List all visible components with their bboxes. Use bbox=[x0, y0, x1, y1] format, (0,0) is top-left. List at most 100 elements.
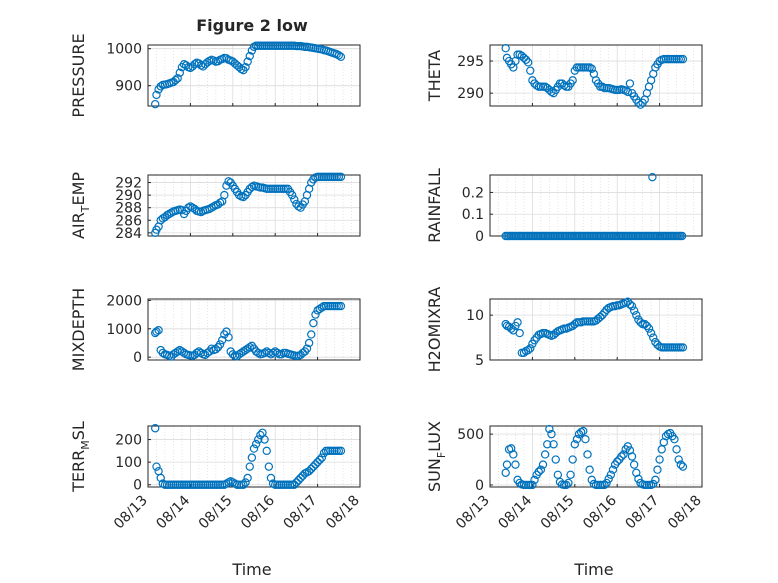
data-point-terr-msl bbox=[254, 435, 263, 444]
data-point-mixdepth bbox=[262, 347, 271, 356]
data-point-pressure bbox=[175, 68, 184, 77]
x-tick-label: 08/18 bbox=[323, 493, 363, 533]
data-point-theta bbox=[532, 81, 541, 90]
data-point-mixdepth bbox=[211, 345, 221, 354]
data-point-sun-flux bbox=[501, 468, 510, 477]
data-point-terr-msl bbox=[266, 473, 276, 483]
data-point-mixdepth bbox=[307, 330, 316, 339]
y-tick-label: 295 bbox=[457, 54, 484, 70]
data-point-air-temp bbox=[209, 202, 218, 211]
data-point-sun-flux bbox=[509, 450, 518, 459]
data-point-terr-msl bbox=[313, 457, 322, 467]
x-tick-label: 08/17 bbox=[281, 493, 321, 533]
data-point-sun-flux bbox=[530, 475, 539, 485]
data-point-mixdepth bbox=[298, 348, 307, 358]
data-point-h2omixra bbox=[629, 306, 639, 315]
data-point-mixdepth bbox=[243, 344, 252, 353]
axes-box bbox=[147, 44, 361, 107]
x-tick-label: 08/14 bbox=[153, 492, 193, 532]
data-point-mixdepth bbox=[241, 345, 250, 355]
subplot-sun-flux: 0 500 08/13 08/14 08/15 08/16 08/17 08/18 SUNFLU… bbox=[425, 421, 705, 532]
data-point-h2omixra bbox=[551, 328, 560, 338]
data-point-mixdepth bbox=[196, 348, 206, 358]
data-point-pressure bbox=[234, 62, 244, 72]
data-point-h2omixra bbox=[642, 321, 652, 331]
data-point-terr-msl bbox=[309, 462, 318, 471]
data-point-sun-flux bbox=[538, 460, 548, 469]
y-tick-label: 292 bbox=[115, 176, 142, 192]
y-tick-label: 10 bbox=[466, 308, 484, 324]
data-point-mixdepth bbox=[264, 348, 274, 358]
data-point-sun-flux bbox=[674, 455, 683, 464]
data-point-theta bbox=[526, 66, 535, 75]
data-point-terr-msl bbox=[290, 480, 299, 489]
data-point-mixdepth bbox=[302, 344, 312, 353]
data-point-h2omixra bbox=[625, 300, 635, 309]
data-point-mixdepth bbox=[234, 350, 244, 359]
data-point-mixdepth bbox=[317, 303, 327, 312]
data-point-mixdepth bbox=[224, 333, 233, 342]
data-point-pressure bbox=[194, 59, 204, 68]
data-point-sun-flux bbox=[587, 475, 596, 485]
data-point-sun-flux bbox=[608, 465, 618, 474]
data-point-h2omixra bbox=[602, 305, 611, 314]
data-point-h2omixra bbox=[519, 348, 529, 358]
data-point-air-temp bbox=[239, 192, 248, 202]
data-point-sun-flux bbox=[568, 455, 577, 464]
y-tick-label: 286 bbox=[115, 213, 142, 229]
x-tick-label: 08/13 bbox=[111, 493, 151, 533]
data-point-sun-flux bbox=[627, 452, 637, 461]
data-point-air-temp bbox=[234, 190, 244, 200]
data-point-sun-flux bbox=[528, 480, 537, 490]
data-point-terr-msl bbox=[296, 473, 305, 483]
data-point-theta bbox=[585, 63, 594, 72]
data-point-sun-flux bbox=[581, 435, 590, 444]
data-point-sun-flux bbox=[651, 475, 660, 485]
data-point-mixdepth bbox=[222, 327, 231, 336]
data-point-h2omixra bbox=[651, 337, 660, 347]
data-point-theta bbox=[501, 44, 510, 53]
y-tick-label: 284 bbox=[115, 226, 142, 242]
y-tick-label: 0.2 bbox=[462, 185, 484, 201]
y-tick-label: 5 bbox=[475, 353, 484, 369]
data-point-sun-flux bbox=[536, 465, 546, 474]
data-point-terr-msl bbox=[307, 464, 316, 474]
data-point-mixdepth bbox=[237, 348, 246, 358]
data-point-sun-flux bbox=[511, 460, 520, 469]
data-point-sun-flux bbox=[634, 474, 643, 484]
data-point-sun-flux bbox=[543, 440, 552, 449]
axes-background bbox=[490, 426, 702, 487]
data-point-terr-msl bbox=[336, 446, 346, 456]
data-point-h2omixra bbox=[526, 344, 535, 353]
data-point-sun-flux bbox=[562, 480, 571, 490]
data-point-sun-flux bbox=[547, 429, 556, 439]
axes-box bbox=[147, 425, 361, 488]
subplot-pressure: 900 1000 PRESSURE bbox=[69, 33, 361, 118]
data-point-sun-flux bbox=[549, 440, 558, 449]
axes-box bbox=[489, 298, 703, 361]
data-point-sun-flux bbox=[672, 445, 681, 454]
axes-background bbox=[490, 175, 702, 236]
data-point-air-temp bbox=[186, 202, 195, 211]
data-point-theta bbox=[678, 54, 688, 64]
data-point-mixdepth bbox=[175, 345, 184, 355]
data-point-pressure bbox=[334, 51, 343, 60]
data-point-mixdepth bbox=[309, 318, 318, 328]
data-point-air-temp bbox=[205, 204, 214, 214]
data-point-terr-msl bbox=[243, 473, 252, 483]
y-tick-label: 1000 bbox=[106, 322, 142, 338]
data-point-sun-flux bbox=[534, 467, 543, 476]
data-point-mixdepth bbox=[171, 348, 180, 358]
data-point-sun-flux bbox=[585, 465, 594, 474]
axes-box bbox=[147, 174, 361, 237]
subplot-rainfall: 0 0.1 0.2 RAINFALL bbox=[425, 168, 703, 245]
y-axis-label: AIRTEMP bbox=[69, 172, 92, 239]
data-point-h2omixra bbox=[515, 328, 524, 338]
x-axis-label-right: Time bbox=[573, 560, 613, 579]
data-point-pressure bbox=[151, 99, 160, 109]
x-tick-label: 08/17 bbox=[623, 493, 663, 533]
data-point-pressure bbox=[336, 52, 346, 62]
x-tick-label: 08/18 bbox=[665, 493, 705, 533]
data-point-terr-msl bbox=[249, 444, 259, 453]
